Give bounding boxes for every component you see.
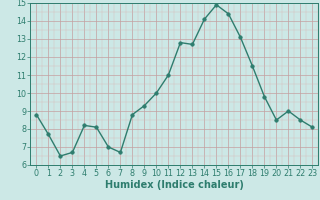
X-axis label: Humidex (Indice chaleur): Humidex (Indice chaleur) <box>105 180 244 190</box>
